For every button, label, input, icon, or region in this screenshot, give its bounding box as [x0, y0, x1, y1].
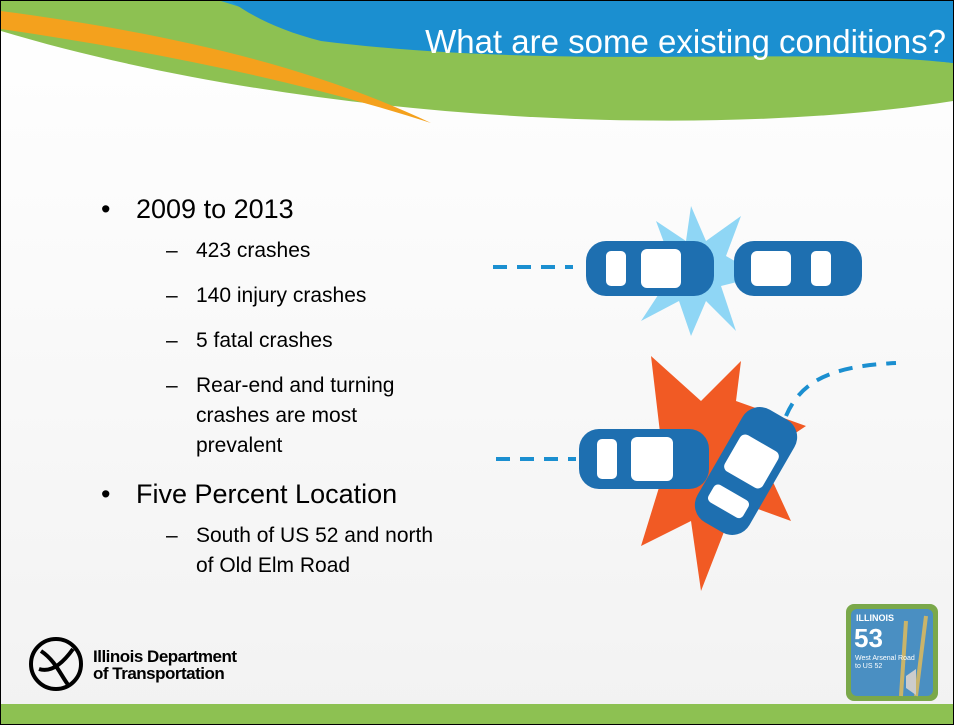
decoration	[1, 1, 953, 724]
sub-item-line: 423 crashes	[196, 239, 310, 263]
bullet-text: 2009 to 2013	[136, 194, 294, 225]
bullet-symbol: •	[101, 479, 110, 510]
dash-symbol: –	[166, 329, 178, 353]
sub-item-line: 140 injury crashes	[196, 284, 366, 308]
dash-symbol: –	[166, 239, 178, 263]
dash-symbol: –	[166, 374, 178, 398]
dash-symbol: –	[166, 524, 178, 548]
sub-item-line: prevalent	[196, 434, 282, 458]
badge-line: to US 52	[855, 663, 915, 671]
sub-item-line: Rear-end and turning	[196, 374, 394, 398]
badge-line: West Arsenal Road	[855, 655, 915, 663]
logo-text: Illinois Department of Transportation	[93, 648, 237, 682]
sub-item-line: of Old Elm Road	[196, 554, 350, 578]
slide-title: What are some existing conditions?	[251, 23, 946, 61]
sub-item-line: South of US 52 and north	[196, 524, 433, 548]
sub-item-line: 5 fatal crashes	[196, 329, 333, 353]
logo-line: Illinois Department	[93, 648, 237, 665]
bullet-text: Five Percent Location	[136, 479, 397, 510]
logo-line: of Transportation	[93, 665, 237, 682]
sub-item-line: crashes are most	[196, 404, 357, 428]
dash-symbol: –	[166, 284, 178, 308]
badge-route: 53	[854, 623, 883, 654]
slide: What are some existing conditions? Illin…	[0, 0, 954, 725]
badge-text: West Arsenal Road to US 52	[855, 655, 915, 671]
badge-state: ILLINOIS	[856, 613, 894, 623]
bullet-symbol: •	[101, 194, 110, 225]
